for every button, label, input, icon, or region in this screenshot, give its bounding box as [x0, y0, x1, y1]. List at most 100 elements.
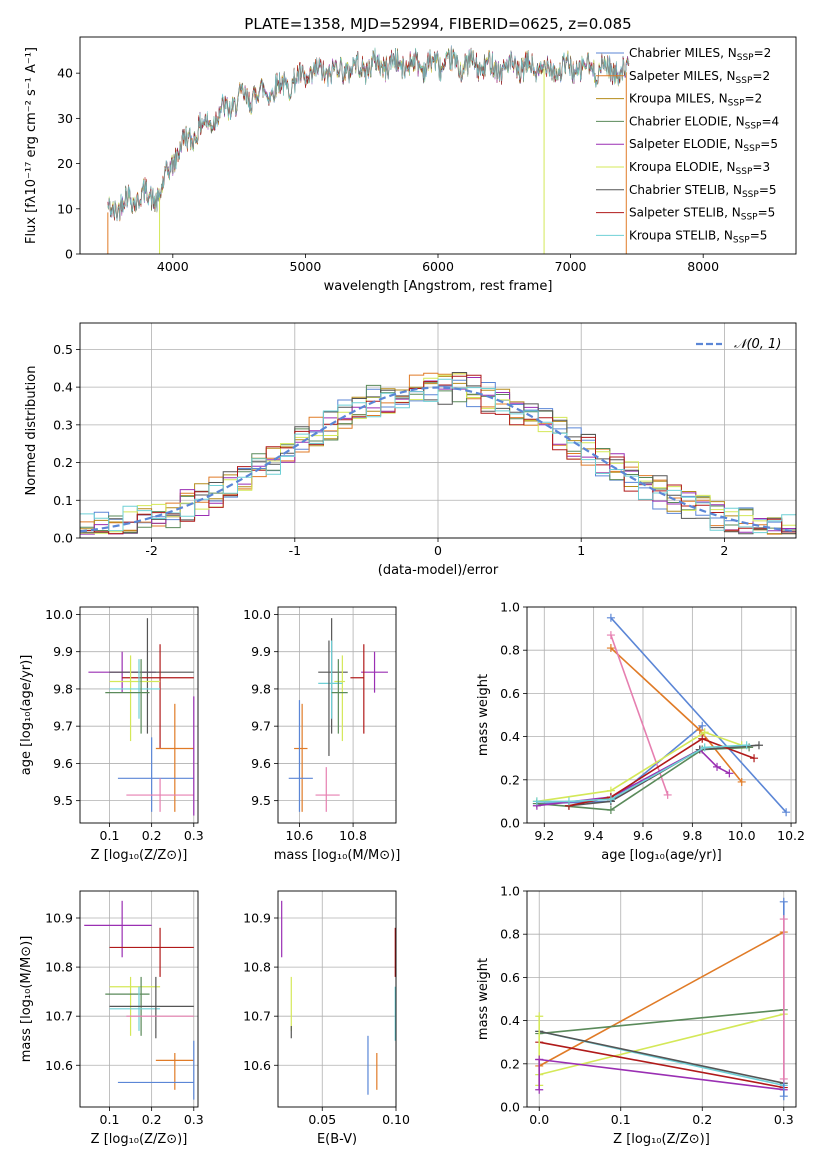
legend-entry-main: Kroupa ELODIE, N — [629, 160, 736, 174]
histogram-series — [80, 373, 796, 534]
figure-title: PLATE=1358, MJD=52994, FIBERID=0625, z=0… — [244, 15, 631, 33]
axes-frame — [277, 890, 397, 1108]
legend-entry-tail: =5 — [758, 206, 776, 220]
y-tick-label: 30 — [57, 111, 73, 126]
x-tick-label: 6000 — [422, 259, 454, 274]
mass-weight-vs-metallicity-plot: 0.0 0.1 0.2 0.3 0.0 0.2 0.4 0.6 0.8 1.0 Z [log₁₀(Z… — [476, 884, 797, 1147]
mass-weight-marker — [700, 743, 709, 752]
mass-weight-marker — [737, 777, 746, 786]
mass-weight-marker — [742, 741, 751, 750]
x-tick-label: 5000 — [290, 259, 322, 274]
axes-frame — [79, 606, 199, 824]
y-tick-label: 9.5 — [251, 793, 271, 808]
x-tick-label: 9.2 — [534, 828, 554, 843]
y-tick-label: 0.4 — [500, 729, 520, 744]
x-tick-label: 7000 — [555, 259, 587, 274]
mass-weight-marker — [779, 1092, 788, 1101]
legend-entry-sub: SSP — [742, 190, 759, 200]
y-tick-label: 0.2 — [500, 1056, 520, 1071]
x-tick-label: 10.0 — [728, 828, 756, 843]
legend-entry-main: Salpeter ELODIE, N — [629, 137, 743, 151]
mass-weight-marker — [535, 1085, 544, 1094]
y-tick-label: 10 — [57, 201, 73, 216]
x-tick-label: 0.10 — [382, 1112, 410, 1127]
y-axis-label: Flux [fλ10⁻¹⁷ erg cm⁻² s⁻¹ A⁻¹] — [24, 47, 39, 244]
y-axis-label: mass weight — [476, 674, 491, 756]
spectrum-series-line — [107, 45, 630, 222]
y-tick-label: 10.8 — [243, 960, 271, 975]
legend-entry-sub: SSP — [741, 213, 758, 223]
legend-entry: Chabrier MILES, NSSP=2 — [629, 46, 771, 63]
x-tick-label: 0 — [434, 543, 442, 558]
y-axis-label: mass weight — [476, 958, 491, 1040]
legend-entry-tail: =5 — [760, 137, 778, 151]
axes-frame — [526, 890, 797, 1108]
x-tick-label: 2 — [720, 543, 728, 558]
y-tick-label: 0.0 — [53, 531, 73, 546]
mass-weight-line — [568, 737, 755, 807]
y-tick-label: 0.1 — [53, 493, 73, 508]
legend-entry: Salpeter ELODIE, NSSP=5 — [629, 137, 778, 154]
legend-entry-sub: SSP — [736, 167, 753, 177]
y-tick-label: 0.3 — [53, 417, 73, 432]
legend-entry-main: Salpeter STELIB, N — [629, 206, 741, 220]
x-tick-label: 1 — [577, 543, 585, 558]
mass-weight-marker — [750, 754, 759, 763]
spectrum-series-line — [107, 46, 630, 222]
x-axis-label: Z [log₁₀(Z/Z⊙)] — [613, 1132, 710, 1147]
legend-entry-tail: =4 — [761, 114, 779, 128]
y-tick-label: 0.5 — [53, 342, 73, 357]
y-tick-label: 0.4 — [500, 1013, 520, 1028]
y-tick-label: 10.8 — [45, 960, 73, 975]
mass-weight-line — [538, 931, 785, 1067]
x-tick-label: 4000 — [157, 259, 189, 274]
axes-frame — [526, 606, 797, 824]
spectrum-plot: 4000 5000 6000 7000 8000 0 10 20 30 40 wavelength … — [24, 36, 797, 294]
mass-weight-marker — [564, 797, 573, 806]
y-tick-label: 0.0 — [500, 816, 520, 831]
x-tick-label: 0.3 — [184, 828, 204, 843]
y-tick-label: 9.8 — [53, 681, 73, 696]
x-tick-label: 10.2 — [777, 828, 805, 843]
legend-entry-main: Chabrier ELODIE, N — [629, 114, 745, 128]
mass-weight-line — [536, 746, 750, 811]
x-tick-label: 0.05 — [308, 1112, 336, 1127]
mass-weight-marker — [606, 795, 615, 804]
x-tick-label: 0.1 — [100, 1112, 120, 1127]
y-tick-label: 10.7 — [243, 1009, 271, 1024]
legend-entry-main: Chabrier MILES, N — [629, 46, 737, 60]
legend-entry-sub: SSP — [728, 99, 745, 109]
x-tick-label: 9.8 — [682, 828, 702, 843]
x-tick-label: 9.6 — [633, 828, 653, 843]
mass-weight-marker — [698, 734, 707, 743]
y-tick-label: 1.0 — [500, 600, 520, 615]
y-axis-label: Normed distribution — [24, 366, 39, 496]
mass-vs-ebv-plot: 0.05 0.10 10.6 10.7 10.8 10.9 E(B-V) — [243, 890, 410, 1147]
mass-weight-marker — [698, 721, 707, 730]
mass-weight-marker — [606, 644, 615, 653]
age-vs-metallicity-plot: 0.1 0.2 0.3 9.5 9.6 9.7 9.8 9.9 10.0 Z [log₁₀(Z/Z… — [19, 606, 204, 863]
x-axis-label: mass [log₁₀(M/M⊙)] — [274, 848, 401, 863]
y-tick-label: 9.6 — [53, 756, 73, 771]
legend-entry: Kroupa STELIB, NSSP=5 — [629, 228, 767, 245]
legend-entry-sub: SSP — [733, 235, 750, 245]
y-tick-label: 0.8 — [500, 927, 520, 942]
axes-frame — [277, 606, 397, 824]
mass-weight-marker — [695, 726, 704, 735]
mass-weight-marker — [606, 806, 615, 815]
mass-weight-line — [536, 731, 742, 803]
y-tick-label: 0.2 — [53, 455, 73, 470]
mass-weight-marker — [713, 762, 722, 771]
legend-entry: Kroupa ELODIE, NSSP=3 — [629, 160, 770, 177]
histogram-series — [80, 372, 796, 535]
histogram-series — [80, 372, 796, 535]
mass-weight-marker — [532, 797, 541, 806]
mass-vs-metallicity-plot: 0.1 0.2 0.3 10.6 10.7 10.8 10.9 Z [log₁₀(Z/Z⊙)]… — [19, 890, 204, 1147]
y-tick-label: 10.9 — [243, 911, 271, 926]
y-tick-label: 10.0 — [45, 607, 73, 622]
legend-entry-tail: =2 — [752, 69, 770, 83]
legend-entry: Kroupa MILES, NSSP=2 — [629, 92, 762, 109]
x-tick-label: 0.3 — [774, 1112, 794, 1127]
legend-entry-tail: =2 — [754, 46, 772, 60]
x-axis-label: age [log₁₀(age/yr)] — [601, 848, 722, 863]
